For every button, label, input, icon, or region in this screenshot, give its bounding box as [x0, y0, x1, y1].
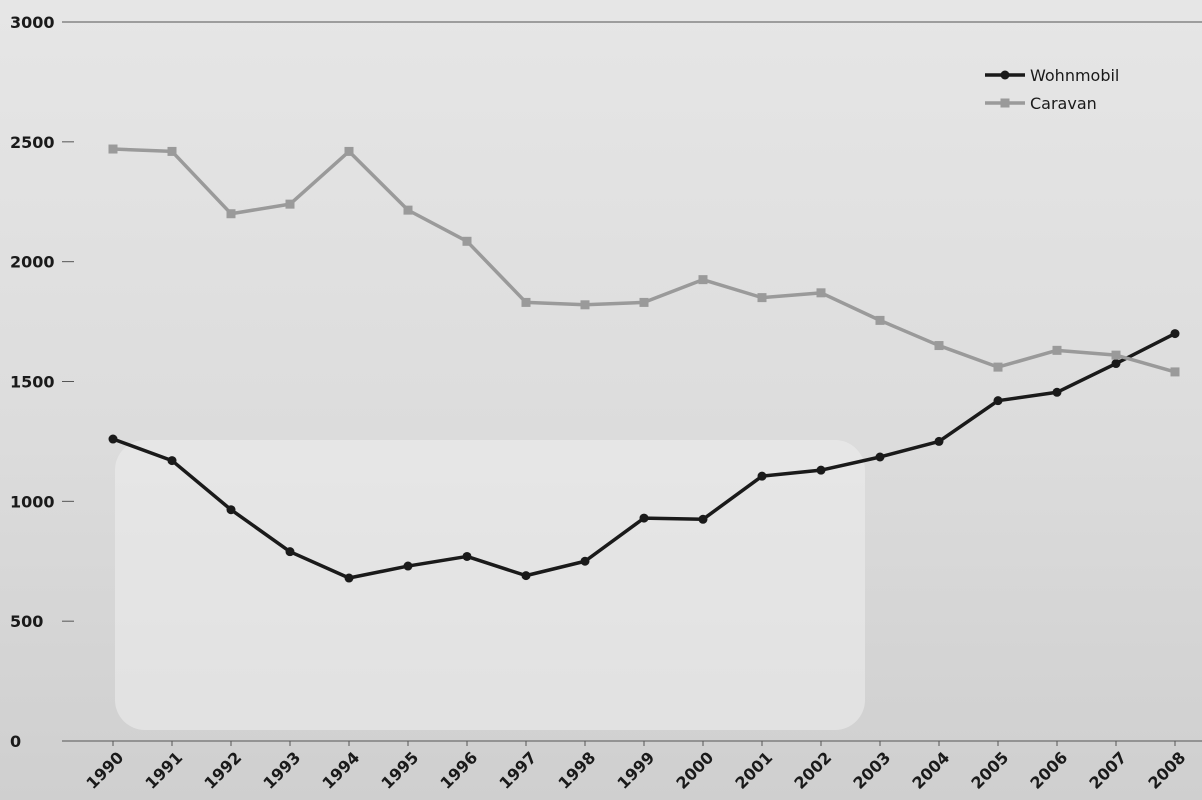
point [699, 515, 708, 524]
point [404, 206, 413, 215]
point [522, 571, 531, 580]
point [581, 300, 590, 309]
point [1171, 329, 1180, 338]
page: 0500100015002000250030001990199119921993… [0, 0, 1202, 800]
point [109, 145, 118, 154]
point [640, 298, 649, 307]
point [1112, 359, 1121, 368]
point [1053, 346, 1062, 355]
point [345, 574, 354, 583]
y-tick-label: 1500 [10, 373, 55, 392]
point [758, 472, 767, 481]
point [227, 505, 236, 514]
point [463, 237, 472, 246]
point [876, 452, 885, 461]
point [817, 288, 826, 297]
point [522, 298, 531, 307]
point [168, 456, 177, 465]
legend-label: Wohnmobil [1030, 66, 1119, 85]
legend-marker [1001, 71, 1010, 80]
point [817, 466, 826, 475]
point [1053, 388, 1062, 397]
point [994, 396, 1003, 405]
y-tick-label: 2500 [10, 133, 55, 152]
y-tick-label: 3000 [10, 13, 55, 32]
point [876, 316, 885, 325]
point [1171, 367, 1180, 376]
point [699, 275, 708, 284]
point [463, 552, 472, 561]
point [581, 557, 590, 566]
point [227, 209, 236, 218]
legend-label: Caravan [1030, 94, 1097, 113]
y-tick-label: 0 [10, 732, 21, 751]
point [935, 341, 944, 350]
legend-marker [1001, 99, 1010, 108]
point [1112, 351, 1121, 360]
point [404, 562, 413, 571]
point [286, 200, 295, 209]
y-tick-label: 500 [10, 612, 43, 631]
y-tick-label: 2000 [10, 253, 55, 272]
point [758, 293, 767, 302]
chart: 0500100015002000250030001990199119921993… [0, 0, 1202, 800]
point [345, 147, 354, 156]
point [935, 437, 944, 446]
y-tick-label: 1000 [10, 492, 55, 511]
point [168, 147, 177, 156]
point [286, 547, 295, 556]
point [109, 435, 118, 444]
point [640, 514, 649, 523]
point [994, 363, 1003, 372]
